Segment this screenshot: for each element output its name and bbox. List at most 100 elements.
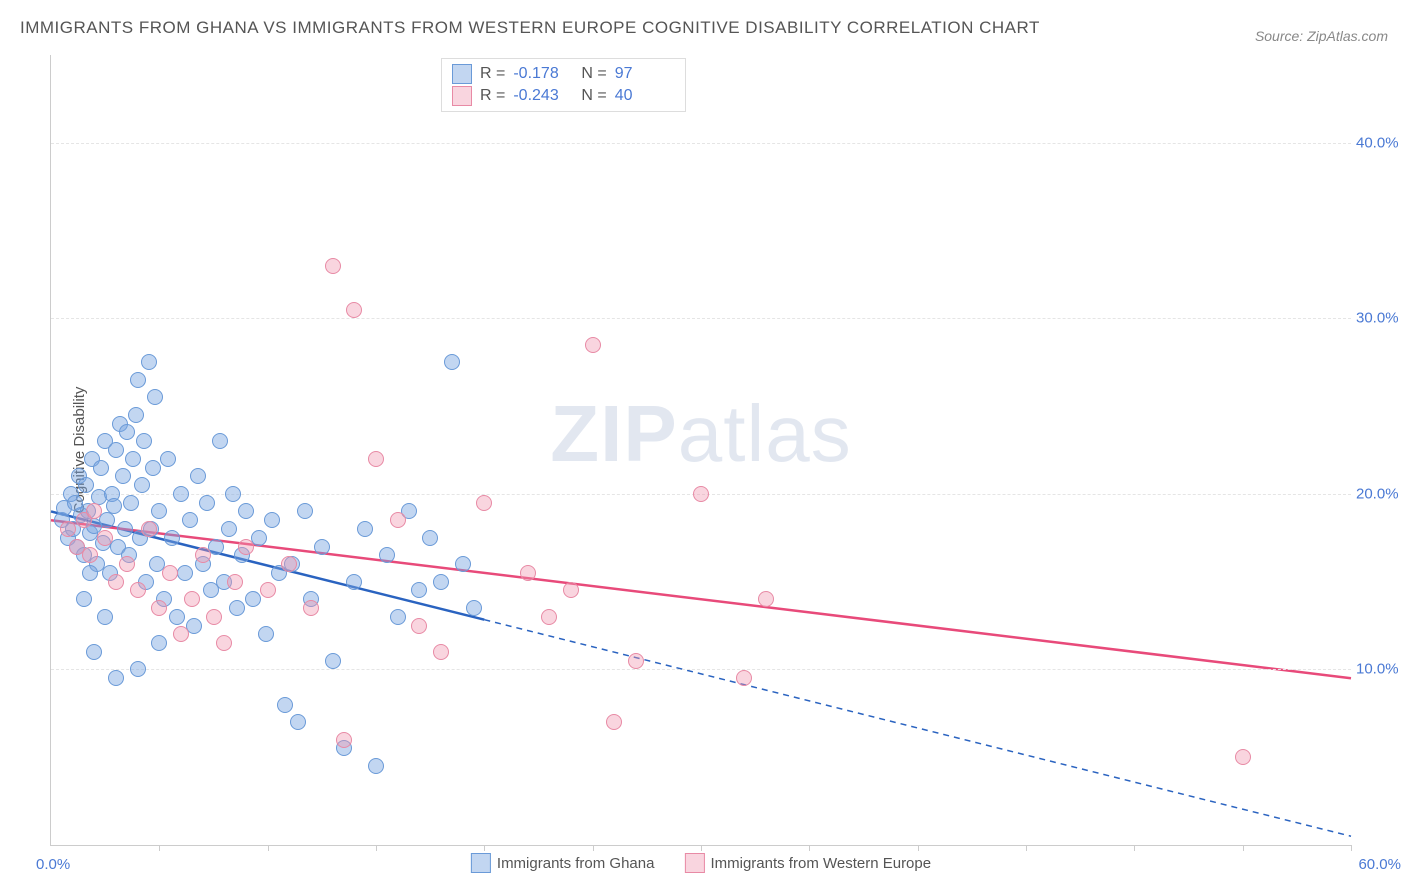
data-point	[130, 661, 146, 677]
data-point	[346, 302, 362, 318]
data-point	[422, 530, 438, 546]
data-point	[136, 433, 152, 449]
grid-line	[51, 318, 1351, 319]
data-point	[758, 591, 774, 607]
n-label: N =	[581, 87, 606, 105]
legend-label-1: Immigrants from Western Europe	[710, 855, 931, 872]
data-point	[108, 442, 124, 458]
data-point	[297, 503, 313, 519]
data-point	[229, 600, 245, 616]
data-point	[119, 424, 135, 440]
data-point	[245, 591, 261, 607]
data-point	[182, 512, 198, 528]
data-point	[390, 609, 406, 625]
data-point	[82, 547, 98, 563]
data-point	[173, 486, 189, 502]
x-tick	[1134, 845, 1135, 851]
legend-swatch-0	[471, 853, 491, 873]
data-point	[216, 635, 232, 651]
data-point	[541, 609, 557, 625]
data-point	[160, 451, 176, 467]
x-tick	[1026, 845, 1027, 851]
data-point	[563, 582, 579, 598]
data-point	[97, 609, 113, 625]
y-tick-label: 40.0%	[1356, 134, 1406, 151]
data-point	[411, 582, 427, 598]
data-point	[368, 451, 384, 467]
data-point	[520, 565, 536, 581]
data-point	[151, 600, 167, 616]
legend: Immigrants from Ghana Immigrants from We…	[471, 853, 931, 873]
stats-row-series-1: R = -0.243 N = 40	[452, 85, 675, 107]
x-tick	[593, 845, 594, 851]
data-point	[86, 503, 102, 519]
chart-title: IMMIGRANTS FROM GHANA VS IMMIGRANTS FROM…	[20, 18, 1040, 38]
data-point	[444, 354, 460, 370]
data-point	[238, 539, 254, 555]
data-point	[169, 609, 185, 625]
data-point	[134, 477, 150, 493]
data-point	[177, 565, 193, 581]
x-tick	[484, 845, 485, 851]
data-point	[119, 556, 135, 572]
x-tick	[159, 845, 160, 851]
x-tick	[268, 845, 269, 851]
data-point	[221, 521, 237, 537]
data-point	[606, 714, 622, 730]
data-point	[314, 539, 330, 555]
grid-line	[51, 143, 1351, 144]
data-point	[466, 600, 482, 616]
trend-lines-layer	[51, 55, 1351, 845]
data-point	[433, 644, 449, 660]
source-attribution: Source: ZipAtlas.com	[1255, 28, 1388, 44]
data-point	[108, 670, 124, 686]
data-point	[82, 565, 98, 581]
scatter-plot-area: Cognitive Disability ZIPatlas R = -0.178…	[50, 55, 1351, 846]
data-point	[151, 503, 167, 519]
data-point	[97, 530, 113, 546]
legend-item-0: Immigrants from Ghana	[471, 853, 655, 873]
data-point	[108, 574, 124, 590]
data-point	[93, 460, 109, 476]
x-origin-label: 0.0%	[36, 856, 70, 873]
data-point	[379, 547, 395, 563]
n-value-0: 97	[615, 65, 675, 83]
data-point	[628, 653, 644, 669]
data-point	[585, 337, 601, 353]
data-point	[736, 670, 752, 686]
y-tick-label: 20.0%	[1356, 485, 1406, 502]
data-point	[325, 258, 341, 274]
data-point	[130, 582, 146, 598]
swatch-series-0	[452, 64, 472, 84]
data-point	[476, 495, 492, 511]
data-point	[145, 460, 161, 476]
legend-item-1: Immigrants from Western Europe	[684, 853, 931, 873]
data-point	[693, 486, 709, 502]
data-point	[115, 468, 131, 484]
y-tick-label: 30.0%	[1356, 310, 1406, 327]
data-point	[390, 512, 406, 528]
data-point	[106, 498, 122, 514]
r-label: R =	[480, 65, 505, 83]
data-point	[260, 582, 276, 598]
x-tick	[918, 845, 919, 851]
x-end-label: 60.0%	[1358, 856, 1401, 873]
data-point	[290, 714, 306, 730]
data-point	[264, 512, 280, 528]
data-point	[368, 758, 384, 774]
data-point	[117, 521, 133, 537]
data-point	[212, 433, 228, 449]
data-point	[206, 609, 222, 625]
data-point	[195, 547, 211, 563]
data-point	[173, 626, 189, 642]
x-tick	[1243, 845, 1244, 851]
data-point	[455, 556, 471, 572]
data-point	[164, 530, 180, 546]
data-point	[227, 574, 243, 590]
data-point	[125, 451, 141, 467]
data-point	[123, 495, 139, 511]
r-value-1: -0.243	[513, 87, 573, 105]
x-tick	[1351, 845, 1352, 851]
x-tick	[701, 845, 702, 851]
r-label: R =	[480, 87, 505, 105]
